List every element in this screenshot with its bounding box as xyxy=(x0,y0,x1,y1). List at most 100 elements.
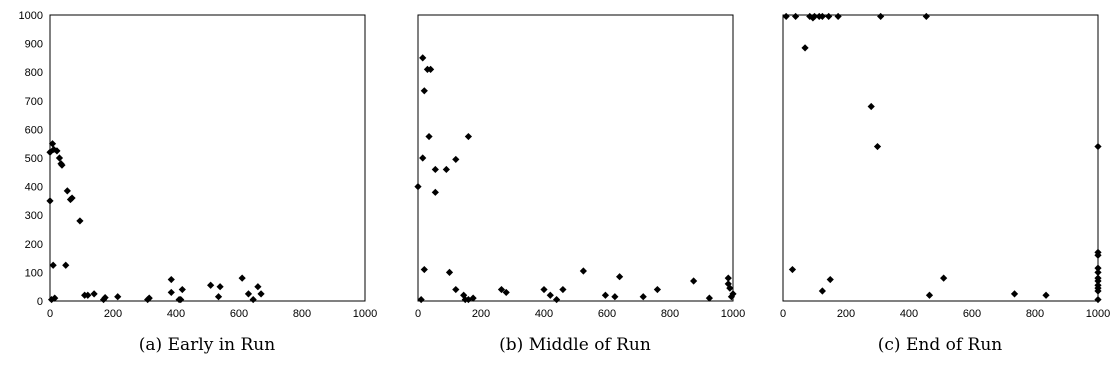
x-tick-label: 200 xyxy=(837,308,855,320)
data-point xyxy=(940,274,948,282)
y-tick-label: 300 xyxy=(25,210,43,222)
x-tick-label: 600 xyxy=(963,308,981,320)
panel-early-in-run: 0 100 200 300 400 500 600 700 800 900 1000 0 200 400… xyxy=(19,10,378,355)
data-point xyxy=(1094,287,1102,295)
data-point xyxy=(826,275,834,284)
y-axis-ticks: 0 100 200 300 400 500 600 700 800 900 1000 xyxy=(19,10,43,308)
x-axis-ticks: 0 200 400 600 800 1000 xyxy=(47,308,377,320)
data-point xyxy=(55,154,64,162)
panel-end-of-run: 0 200 400 600 800 1000 (c) End of Run xyxy=(780,12,1110,355)
data-point xyxy=(873,142,882,151)
x-tick-label: 200 xyxy=(472,308,490,320)
data-point xyxy=(419,154,427,162)
y-tick-label: 500 xyxy=(25,153,43,165)
data-point xyxy=(818,287,826,295)
data-point xyxy=(601,291,610,299)
plot-frame xyxy=(782,14,1099,302)
y-tick-label: 800 xyxy=(25,67,43,79)
data-point xyxy=(452,155,460,164)
x-tick-label: 800 xyxy=(293,308,311,320)
data-point xyxy=(58,161,66,169)
data-point xyxy=(497,285,506,294)
y-tick-label: 900 xyxy=(25,39,43,51)
data-point xyxy=(825,12,833,21)
data-point xyxy=(238,274,246,282)
data-point xyxy=(177,295,185,304)
y-tick-label: 600 xyxy=(25,124,43,136)
x-tick-label: 400 xyxy=(167,308,185,320)
data-point xyxy=(216,283,224,291)
data-point xyxy=(810,12,819,21)
data-point xyxy=(925,291,934,299)
data-point xyxy=(801,44,809,52)
data-point xyxy=(546,291,554,299)
x-tick-label: 800 xyxy=(1026,308,1044,320)
data-point xyxy=(420,265,428,274)
plot-frame xyxy=(49,14,366,302)
data-point xyxy=(729,290,737,298)
x-tick-label: 1000 xyxy=(353,308,377,320)
data-point xyxy=(559,285,567,294)
data-point xyxy=(616,273,624,281)
data-point xyxy=(414,183,422,191)
data-point xyxy=(49,261,57,269)
data-point xyxy=(460,291,468,299)
data-point xyxy=(51,294,59,302)
data-point xyxy=(90,290,98,298)
data-point xyxy=(114,293,122,301)
data-point xyxy=(167,288,175,297)
data-point xyxy=(214,293,223,301)
data-point xyxy=(445,268,454,276)
data-point xyxy=(611,293,619,301)
data-point xyxy=(724,274,732,282)
data-point xyxy=(76,217,84,225)
data-point xyxy=(639,293,647,301)
panel-middle-of-run: 0 200 400 600 800 1000 (b) Middle of Run xyxy=(414,14,745,355)
data-point xyxy=(249,295,257,304)
x-tick-label: 800 xyxy=(661,308,679,320)
panel-caption: (c) End of Run xyxy=(878,335,1003,355)
data-point xyxy=(442,165,450,174)
y-tick-label: 0 xyxy=(37,296,43,308)
y-tick-label: 1000 xyxy=(19,10,43,22)
data-point xyxy=(464,132,472,141)
data-point xyxy=(452,285,460,294)
data-point xyxy=(553,295,561,304)
data-point xyxy=(425,132,433,141)
panel-caption: (a) Early in Run xyxy=(139,335,275,355)
data-point xyxy=(417,295,425,304)
x-tick-label: 0 xyxy=(415,308,421,320)
data-points xyxy=(782,12,1102,304)
data-point xyxy=(254,283,262,291)
data-point xyxy=(1094,268,1102,276)
data-point xyxy=(818,12,826,21)
data-point xyxy=(419,54,427,62)
data-point xyxy=(1094,295,1102,304)
x-axis-ticks: 0 200 400 600 800 1000 xyxy=(780,308,1110,320)
x-tick-label: 0 xyxy=(780,308,786,320)
data-points xyxy=(46,140,265,304)
data-point xyxy=(101,293,109,302)
x-axis-ticks: 0 200 400 600 800 1000 xyxy=(415,308,745,320)
y-tick-label: 100 xyxy=(25,267,43,279)
y-tick-label: 700 xyxy=(25,96,43,108)
panel-caption: (b) Middle of Run xyxy=(499,335,651,355)
data-point xyxy=(877,12,885,21)
data-point xyxy=(579,267,587,275)
data-point xyxy=(502,288,510,297)
data-point xyxy=(726,284,734,292)
data-point xyxy=(540,285,548,294)
data-point xyxy=(427,65,435,73)
x-tick-label: 400 xyxy=(900,308,918,320)
data-point xyxy=(207,281,215,289)
data-point xyxy=(1010,290,1019,298)
data-point xyxy=(1094,251,1102,259)
x-tick-label: 1000 xyxy=(1086,308,1110,320)
data-point xyxy=(63,187,71,195)
data-point xyxy=(469,294,477,302)
data-point xyxy=(690,277,698,285)
data-point xyxy=(727,293,736,301)
data-point xyxy=(834,12,842,21)
data-point xyxy=(178,285,186,294)
